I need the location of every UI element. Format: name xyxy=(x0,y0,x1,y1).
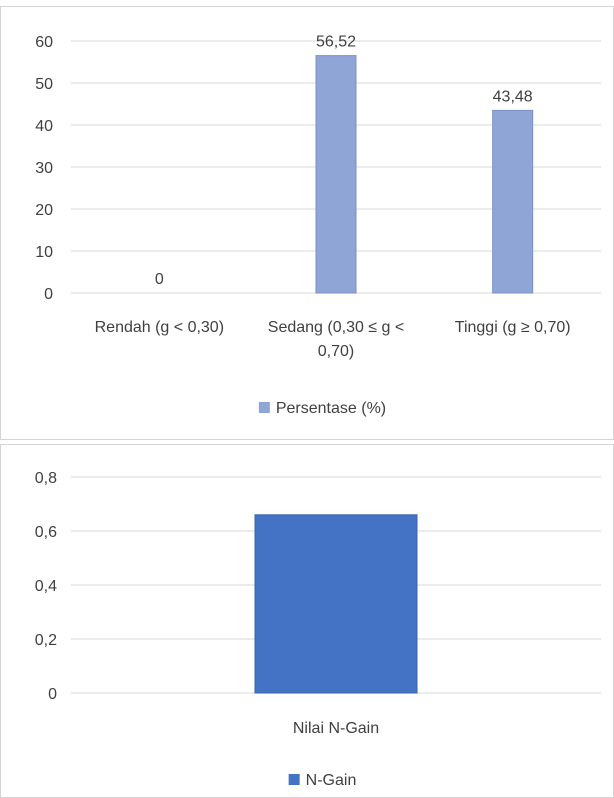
x-category-label: 0,70) xyxy=(318,343,354,360)
chart-ngain: 0 0,2 0,4 0,6 0,8 Nilai N-Gain N-Gain xyxy=(35,470,601,789)
y-tick-label: 0,6 xyxy=(35,524,57,541)
x-category-label: Tinggi (g ≥ 0,70) xyxy=(455,319,571,336)
y-tick-label: 0 xyxy=(44,286,53,303)
y-tick-label: 0 xyxy=(48,686,57,703)
legend-label: Persentase (%) xyxy=(276,400,386,417)
bar xyxy=(315,55,357,294)
bar xyxy=(254,514,418,694)
data-label: 0 xyxy=(155,271,164,288)
y-tick-label: 20 xyxy=(35,202,53,219)
chart-persentase: 0 10 20 30 40 50 60 0 Rendah (g < 0,30) 56,52 Seda… xyxy=(35,34,601,417)
y-tick-label: 30 xyxy=(35,160,53,177)
data-label: 56,52 xyxy=(316,34,356,51)
legend: Persentase (%) xyxy=(258,400,386,417)
y-tick-label: 0,8 xyxy=(35,470,57,487)
chart-panel-ngain: 0 0,2 0,4 0,6 0,8 Nilai N-Gain N-Gain xyxy=(0,444,614,798)
y-tick-label: 10 xyxy=(35,244,53,261)
x-category-label: Nilai N-Gain xyxy=(293,720,379,737)
x-category-label: Sedang (0,30 ≤ g < xyxy=(268,319,404,336)
legend-label: N-Gain xyxy=(306,772,357,789)
bar xyxy=(492,109,534,294)
y-tick-label: 0,2 xyxy=(35,632,57,649)
chart-panel-persentase: 0 10 20 30 40 50 60 0 Rendah (g < 0,30) 56,52 Seda… xyxy=(0,6,614,440)
data-label: 43,48 xyxy=(493,88,533,105)
legend: N-Gain xyxy=(288,772,357,789)
y-tick-label: 60 xyxy=(35,34,53,51)
x-category-label: Rendah (g < 0,30) xyxy=(95,319,224,336)
y-tick-label: 0,4 xyxy=(35,578,57,595)
legend-swatch xyxy=(288,774,300,785)
y-tick-label: 50 xyxy=(35,76,53,93)
y-tick-label: 40 xyxy=(35,118,53,135)
legend-swatch xyxy=(258,402,270,413)
